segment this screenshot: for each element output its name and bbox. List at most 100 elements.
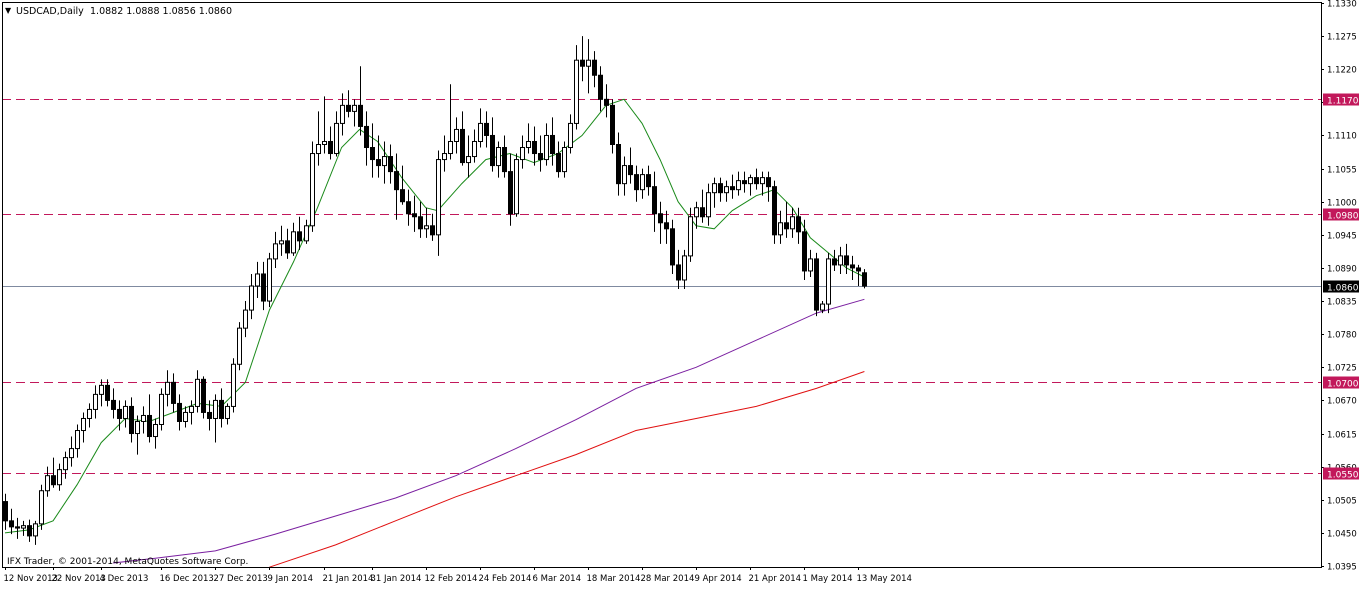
candle[interactable] xyxy=(610,99,615,154)
candle[interactable] xyxy=(784,201,789,238)
candle[interactable] xyxy=(21,520,26,536)
candle[interactable] xyxy=(454,117,459,154)
candle[interactable] xyxy=(57,463,62,491)
candle[interactable] xyxy=(652,171,657,232)
candle[interactable] xyxy=(165,370,170,407)
candle[interactable] xyxy=(63,451,68,479)
candle[interactable] xyxy=(586,39,591,94)
candle[interactable] xyxy=(261,261,266,311)
candle[interactable] xyxy=(616,132,621,196)
candle[interactable] xyxy=(538,135,543,172)
candle[interactable] xyxy=(183,406,188,428)
candle[interactable] xyxy=(562,141,567,178)
symbol-dropdown-icon[interactable]: ▼ xyxy=(5,6,12,15)
candle[interactable] xyxy=(850,255,855,280)
candle[interactable] xyxy=(838,246,843,274)
candle[interactable] xyxy=(358,66,363,136)
candle[interactable] xyxy=(213,394,218,443)
candle[interactable] xyxy=(862,269,867,289)
candle[interactable] xyxy=(688,207,693,262)
candle[interactable] xyxy=(346,90,351,118)
candle[interactable] xyxy=(225,403,230,425)
candle[interactable] xyxy=(406,189,411,226)
candle[interactable] xyxy=(556,141,561,178)
candle[interactable] xyxy=(634,165,639,202)
candle[interactable] xyxy=(382,141,387,184)
candle[interactable] xyxy=(592,51,597,88)
candle[interactable] xyxy=(568,114,573,154)
candle[interactable] xyxy=(99,379,104,407)
candle[interactable] xyxy=(334,111,339,157)
candle[interactable] xyxy=(484,111,489,148)
candle[interactable] xyxy=(388,144,393,184)
candle[interactable] xyxy=(147,394,152,443)
candle[interactable] xyxy=(490,117,495,172)
candle[interactable] xyxy=(532,126,537,166)
candle[interactable] xyxy=(766,171,771,202)
candle[interactable] xyxy=(219,388,224,428)
moving-average-line[interactable] xyxy=(113,298,865,564)
candle[interactable] xyxy=(105,379,110,407)
candle[interactable] xyxy=(3,493,8,530)
candle[interactable] xyxy=(478,108,483,148)
candle[interactable] xyxy=(622,156,627,196)
candle[interactable] xyxy=(123,400,128,428)
candle[interactable] xyxy=(736,171,741,196)
candle[interactable] xyxy=(291,222,296,256)
candle[interactable] xyxy=(448,84,453,160)
candle[interactable] xyxy=(304,219,309,244)
candle[interactable] xyxy=(700,189,705,223)
candle[interactable] xyxy=(418,201,423,238)
candle[interactable] xyxy=(15,517,20,539)
candle[interactable] xyxy=(255,261,260,299)
candle[interactable] xyxy=(33,520,38,545)
candle[interactable] xyxy=(460,111,465,166)
candle[interactable] xyxy=(844,243,849,274)
candle[interactable] xyxy=(496,141,501,178)
candle[interactable] xyxy=(526,123,531,154)
candle[interactable] xyxy=(129,397,134,443)
candle[interactable] xyxy=(9,508,14,535)
candle[interactable] xyxy=(27,519,32,542)
candle[interactable] xyxy=(201,376,206,419)
candle[interactable] xyxy=(814,252,819,317)
candle[interactable] xyxy=(826,252,831,314)
candle[interactable] xyxy=(790,207,795,238)
candle[interactable] xyxy=(285,228,290,259)
candle[interactable] xyxy=(243,301,248,338)
candle[interactable] xyxy=(267,252,272,308)
candle[interactable] xyxy=(580,36,585,82)
candle[interactable] xyxy=(297,216,302,250)
candle[interactable] xyxy=(832,249,837,271)
candle[interactable] xyxy=(706,183,711,226)
candle[interactable] xyxy=(646,165,651,196)
candle[interactable] xyxy=(676,249,681,290)
candle[interactable] xyxy=(658,201,663,244)
candle[interactable] xyxy=(802,219,807,280)
candle[interactable] xyxy=(472,129,477,163)
candle[interactable] xyxy=(664,210,669,244)
moving-average-line[interactable] xyxy=(4,98,865,534)
candle[interactable] xyxy=(376,135,381,178)
candle[interactable] xyxy=(340,93,345,136)
candle[interactable] xyxy=(748,174,753,196)
candle[interactable] xyxy=(394,153,399,220)
candle[interactable] xyxy=(550,117,555,166)
candle[interactable] xyxy=(69,436,74,467)
candle[interactable] xyxy=(189,400,194,425)
candle[interactable] xyxy=(466,135,471,178)
candle[interactable] xyxy=(352,99,357,127)
candle[interactable] xyxy=(135,415,140,455)
candle[interactable] xyxy=(760,171,765,196)
candle[interactable] xyxy=(820,301,825,314)
candle[interactable] xyxy=(279,225,284,256)
candle[interactable] xyxy=(93,385,98,419)
candle[interactable] xyxy=(772,180,777,244)
candle[interactable] xyxy=(249,273,254,320)
candle[interactable] xyxy=(694,201,699,229)
candle[interactable] xyxy=(141,406,146,434)
candle[interactable] xyxy=(520,135,525,169)
candle[interactable] xyxy=(364,111,369,166)
candle[interactable] xyxy=(81,412,86,443)
candle[interactable] xyxy=(796,207,801,244)
